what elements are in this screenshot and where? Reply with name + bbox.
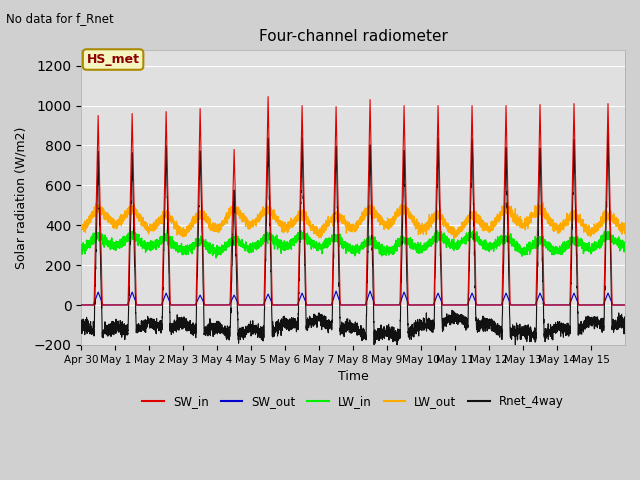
Legend: SW_in, SW_out, LW_in, LW_out, Rnet_4way: SW_in, SW_out, LW_in, LW_out, Rnet_4way bbox=[138, 390, 568, 413]
Text: No data for f_Rnet: No data for f_Rnet bbox=[6, 12, 114, 25]
Y-axis label: Solar radiation (W/m2): Solar radiation (W/m2) bbox=[15, 126, 28, 268]
Title: Four-channel radiometer: Four-channel radiometer bbox=[259, 29, 447, 44]
X-axis label: Time: Time bbox=[338, 370, 369, 383]
Text: HS_met: HS_met bbox=[86, 53, 140, 66]
